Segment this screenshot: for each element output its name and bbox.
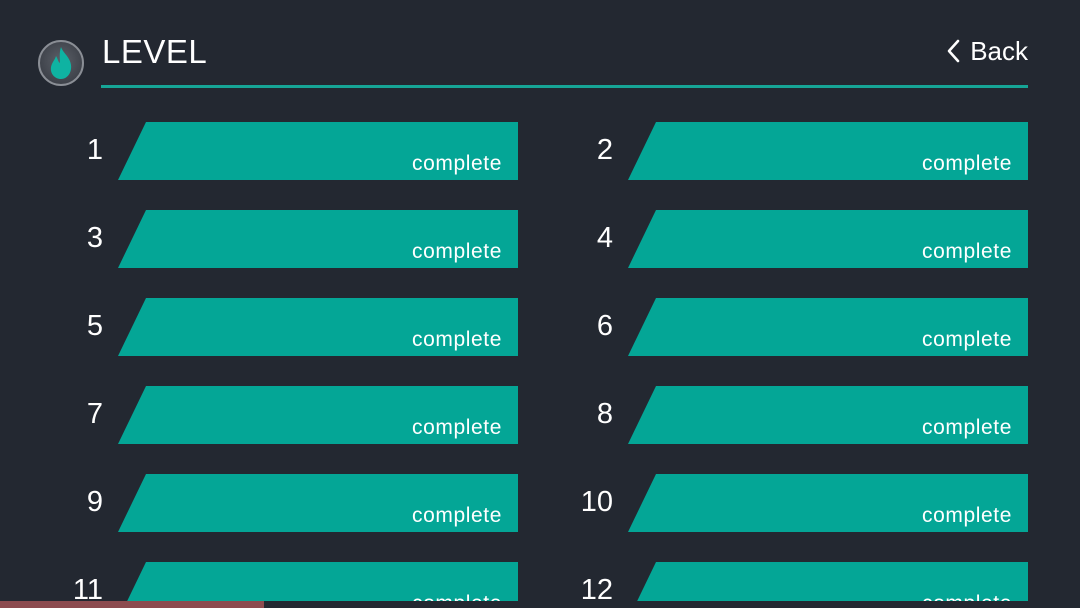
level-item[interactable]: 10 complete xyxy=(570,474,1030,534)
level-item[interactable]: 11 complete xyxy=(60,562,520,608)
level-bar[interactable]: complete xyxy=(628,386,1028,444)
level-item[interactable]: 7 complete xyxy=(60,386,520,446)
level-bar[interactable]: complete xyxy=(118,386,518,444)
flame-logo xyxy=(38,40,84,86)
bottom-overlay xyxy=(0,601,1080,608)
level-number: 5 xyxy=(86,310,103,342)
bottom-progress-strip xyxy=(0,601,264,608)
level-status: complete xyxy=(411,240,502,263)
level-item[interactable]: 12 complete xyxy=(570,562,1030,608)
level-number: 10 xyxy=(580,486,613,518)
level-bar[interactable]: complete xyxy=(118,122,518,180)
back-label: Back xyxy=(970,36,1028,66)
level-bar[interactable]: complete xyxy=(118,210,518,268)
level-status: complete xyxy=(921,240,1012,263)
level-status: complete xyxy=(411,504,502,527)
level-status: complete xyxy=(411,152,502,175)
level-status: complete xyxy=(411,416,502,439)
page-title: LEVEL xyxy=(102,33,208,70)
level-number: 11 xyxy=(72,574,103,606)
level-status: complete xyxy=(411,328,502,351)
level-number: 2 xyxy=(596,134,613,166)
level-number: 12 xyxy=(580,574,613,606)
level-status: complete xyxy=(921,416,1012,439)
level-item[interactable]: 4 complete xyxy=(570,210,1030,270)
level-number: 9 xyxy=(86,486,103,518)
level-bar[interactable]: complete xyxy=(118,298,518,356)
level-status: complete xyxy=(921,328,1012,351)
chevron-left-icon xyxy=(947,39,960,63)
level-number: 8 xyxy=(596,398,613,430)
level-item[interactable]: 1 complete xyxy=(60,122,520,182)
level-number: 3 xyxy=(86,222,103,254)
level-number: 6 xyxy=(596,310,613,342)
level-bar[interactable]: complete xyxy=(118,474,518,532)
header-divider xyxy=(101,85,1028,88)
level-item[interactable]: 9 complete xyxy=(60,474,520,534)
level-bar[interactable]: complete xyxy=(628,122,1028,180)
level-item[interactable]: 6 complete xyxy=(570,298,1030,358)
back-button[interactable]: Back xyxy=(946,34,1028,68)
level-item[interactable]: 3 complete xyxy=(60,210,520,270)
level-item[interactable]: 5 complete xyxy=(60,298,520,358)
level-number: 1 xyxy=(86,134,103,166)
level-bar[interactable]: complete xyxy=(628,210,1028,268)
level-number: 4 xyxy=(596,222,613,254)
level-number: 7 xyxy=(86,398,103,430)
level-status: complete xyxy=(921,152,1012,175)
level-bar[interactable]: complete xyxy=(628,474,1028,532)
level-item[interactable]: 2 complete xyxy=(570,122,1030,182)
level-bar[interactable]: complete xyxy=(628,298,1028,356)
level-item[interactable]: 8 complete xyxy=(570,386,1030,446)
level-bar[interactable]: complete xyxy=(628,562,1028,608)
level-status: complete xyxy=(921,504,1012,527)
flame-icon xyxy=(50,47,72,79)
